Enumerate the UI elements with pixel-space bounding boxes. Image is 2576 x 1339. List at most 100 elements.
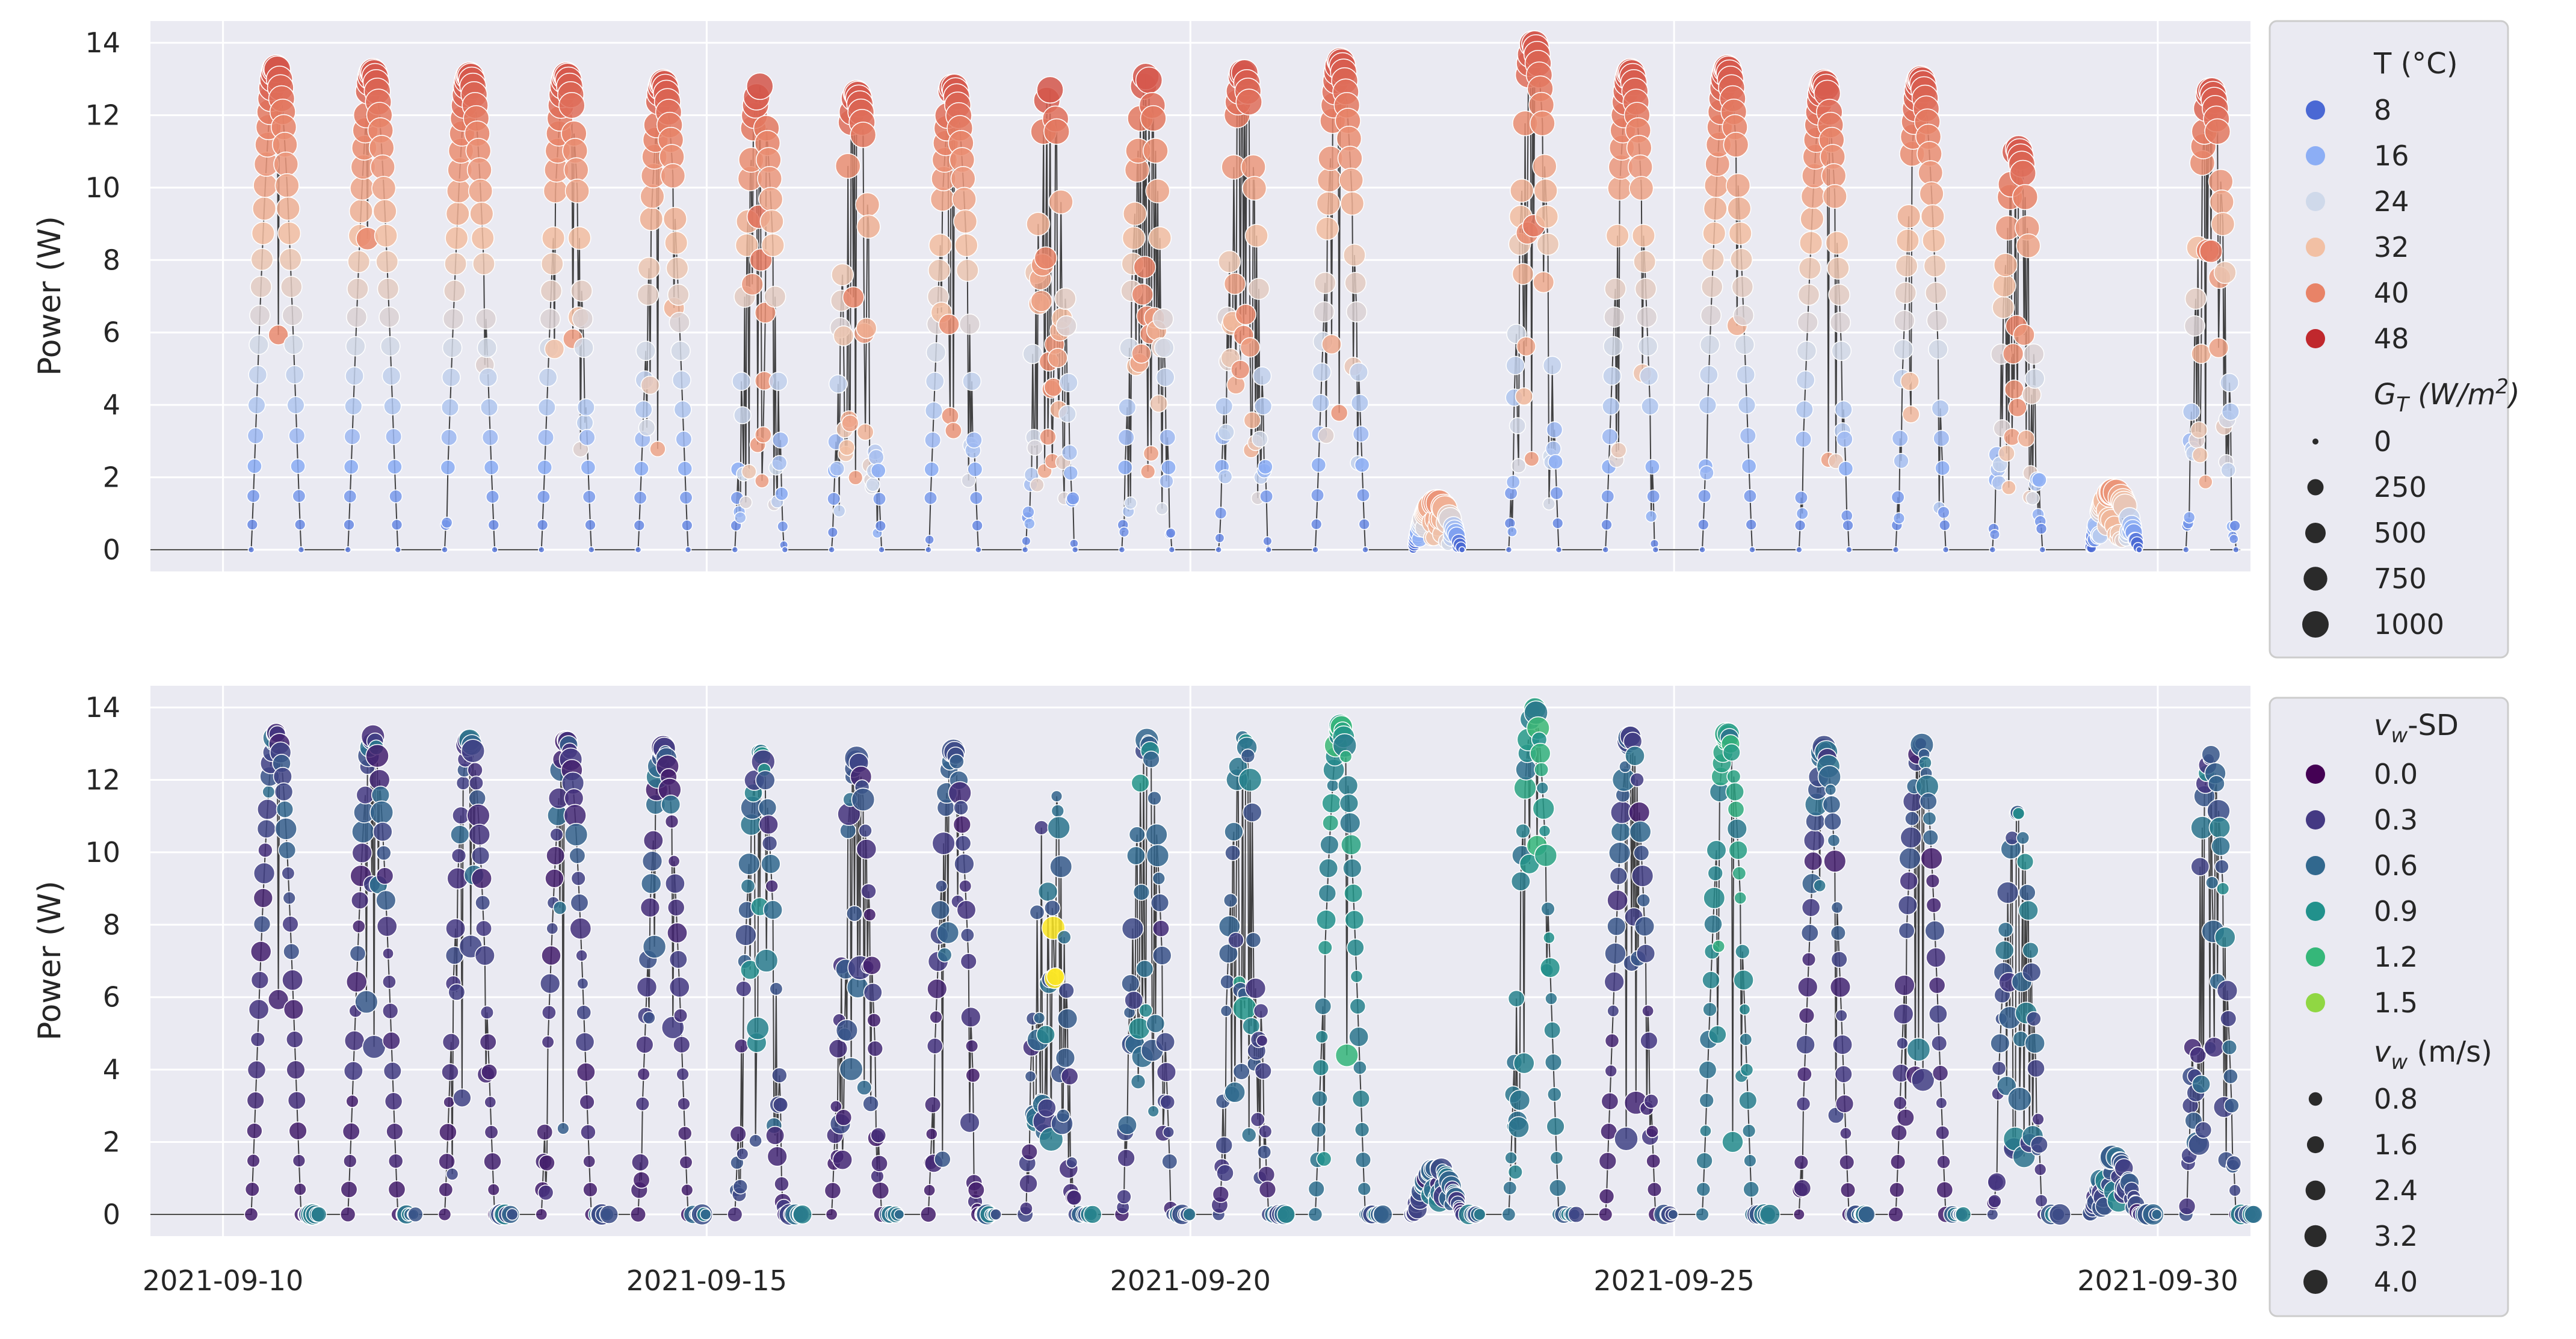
data-point (862, 955, 882, 975)
data-point (277, 221, 301, 245)
data-point (1534, 843, 1558, 867)
data-point (1892, 512, 1906, 525)
data-point (343, 489, 357, 503)
data-point (1839, 1127, 1852, 1140)
data-point (365, 743, 389, 768)
data-point (1996, 881, 2019, 904)
data-point (1604, 942, 1626, 965)
data-point (1546, 421, 1563, 439)
data-point (279, 248, 302, 271)
data-point (1029, 904, 1045, 920)
data-point (344, 397, 363, 416)
legend-size-marker (2308, 1092, 2323, 1106)
data-point (1024, 517, 1036, 530)
data-point (385, 428, 403, 445)
data-point (829, 1100, 842, 1113)
data-point (541, 1035, 555, 1049)
data-point (244, 1207, 259, 1222)
data-point (1935, 1125, 1950, 1140)
data-point (1813, 879, 1826, 893)
data-point (2229, 520, 2241, 532)
data-point (487, 519, 499, 531)
data-point (1276, 1205, 1296, 1224)
data-point (1894, 282, 1917, 304)
data-point (1723, 132, 1749, 158)
data-point (1066, 1189, 1083, 1206)
data-point (544, 339, 565, 359)
data-point (2012, 183, 2039, 211)
data-point (2223, 1068, 2238, 1085)
data-point (1258, 1180, 1277, 1199)
data-point (755, 473, 770, 488)
data-point (278, 841, 297, 860)
legend-hue-marker (2306, 100, 2325, 120)
data-point (345, 366, 365, 386)
legend-size-label: 0.8 (2374, 1083, 2418, 1115)
y-tick-label: 8 (103, 908, 120, 941)
data-point (1161, 460, 1176, 475)
data-point (1340, 191, 1365, 216)
data-point (1026, 212, 1051, 236)
top-legend: T (°C) 8 16 24 32 40 48 GT (W/m2) 0 250 500 750 1… (2269, 20, 2520, 659)
data-point (383, 1061, 402, 1080)
data-point (1614, 1126, 1639, 1151)
data-point (1604, 971, 1625, 993)
data-point (1122, 226, 1146, 250)
data-point (684, 546, 692, 553)
data-point (924, 1096, 942, 1113)
data-point (735, 924, 757, 946)
data-point (1803, 851, 1823, 871)
data-point (1898, 922, 1915, 940)
data-point (1931, 1035, 1948, 1052)
data-point (1509, 1089, 1531, 1111)
data-point (1801, 897, 1821, 917)
data-point (294, 519, 306, 531)
data-point (1604, 277, 1626, 300)
size-title-main: G (2374, 378, 2396, 411)
legend-hue-marker (2306, 283, 2325, 303)
data-point (1919, 181, 1944, 206)
data-point (252, 196, 277, 221)
data-point (960, 1006, 981, 1028)
data-point (729, 1125, 747, 1143)
data-point (1836, 431, 1853, 448)
data-point (2228, 534, 2239, 544)
data-point (537, 429, 555, 446)
data-point (468, 178, 493, 204)
data-point (2012, 807, 2025, 820)
data-point (1825, 231, 1849, 255)
legend-size-label: 4.0 (2374, 1266, 2418, 1298)
x-tick-label: 2021-09-15 (626, 1264, 787, 1297)
data-point (1313, 301, 1335, 323)
data-point (1216, 1164, 1234, 1182)
data-point (741, 272, 764, 296)
data-point (862, 1095, 879, 1112)
data-point (283, 999, 304, 1020)
data-point (1699, 1092, 1714, 1109)
data-point (576, 1005, 592, 1021)
data-point (649, 440, 666, 458)
data-point (1741, 1124, 1756, 1138)
legend-hue-label: 40 (2374, 277, 2409, 309)
data-point (632, 1171, 650, 1189)
legend-size-marker (2305, 523, 2326, 543)
data-point (542, 1005, 557, 1020)
data-point (2232, 546, 2240, 553)
data-point (1896, 1037, 1909, 1050)
data-point (2022, 941, 2039, 959)
data-point (2220, 462, 2237, 478)
data-point (1122, 202, 1147, 226)
data-point (1997, 922, 2014, 938)
data-point (1057, 930, 1072, 945)
top-gridlines (150, 21, 2250, 571)
data-point (839, 1057, 863, 1082)
data-point (1037, 1098, 1057, 1118)
data-point (1918, 160, 1944, 186)
data-point (1320, 835, 1339, 855)
data-point (1795, 400, 1814, 419)
data-point (375, 250, 399, 273)
y-tick-label: 0 (103, 534, 120, 566)
data-point (2034, 1163, 2047, 1176)
data-point (2182, 511, 2196, 524)
